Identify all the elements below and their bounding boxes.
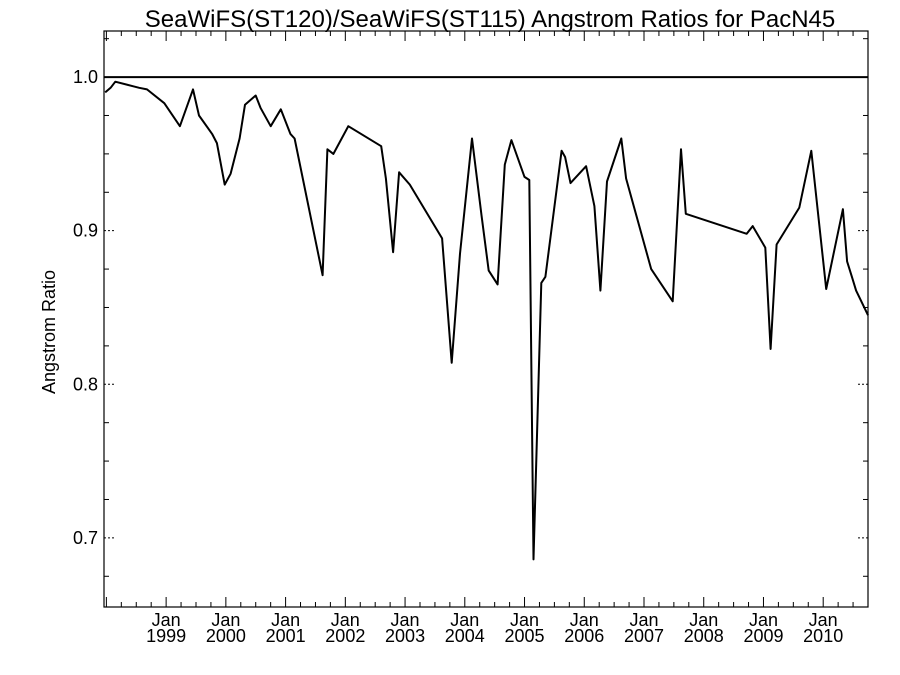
x-tick-month-label: Jan <box>211 610 240 630</box>
x-tick-year-label: 2009 <box>743 626 783 646</box>
x-tick-year-label: 2001 <box>266 626 306 646</box>
y-tick-label: 0.7 <box>73 528 98 548</box>
y-axis-label: Angstrom Ratio <box>39 270 59 394</box>
x-tick-year-label: 2006 <box>564 626 604 646</box>
x-tick-year-label: 2008 <box>684 626 724 646</box>
x-tick-year-label: 2005 <box>505 626 545 646</box>
plot-frame <box>103 30 869 608</box>
series-line <box>104 80 869 561</box>
y-tick-label: 1.0 <box>73 67 98 87</box>
x-tick-month-label: Jan <box>331 610 360 630</box>
x-tick-month-label: Jan <box>450 610 479 630</box>
x-tick-year-label: 2000 <box>206 626 246 646</box>
x-tick-year-label: 2010 <box>803 626 843 646</box>
x-tick-year-label: 2002 <box>325 626 365 646</box>
x-tick-month-label: Jan <box>152 610 181 630</box>
x-tick-month-label: Jan <box>391 610 420 630</box>
x-tick-year-label: 2004 <box>445 626 485 646</box>
x-tick-month-label: Jan <box>689 610 718 630</box>
x-tick-month-label: Jan <box>510 610 539 630</box>
x-tick-month-label: Jan <box>629 610 658 630</box>
x-tick-month-label: Jan <box>271 610 300 630</box>
plot-area: 0.70.80.91.0Jan1999Jan2000Jan2001Jan2002… <box>73 30 869 646</box>
x-tick-year-label: 2007 <box>624 626 664 646</box>
chart-title: SeaWiFS(ST120)/SeaWiFS(ST115) Angstrom R… <box>145 6 835 33</box>
y-tick-label: 0.8 <box>73 374 98 394</box>
y-tick-label: 0.9 <box>73 221 98 241</box>
x-tick-month-label: Jan <box>809 610 838 630</box>
x-tick-year-label: 1999 <box>146 626 186 646</box>
x-tick-month-label: Jan <box>749 610 778 630</box>
x-tick-month-label: Jan <box>570 610 599 630</box>
x-tick-year-label: 2003 <box>385 626 425 646</box>
